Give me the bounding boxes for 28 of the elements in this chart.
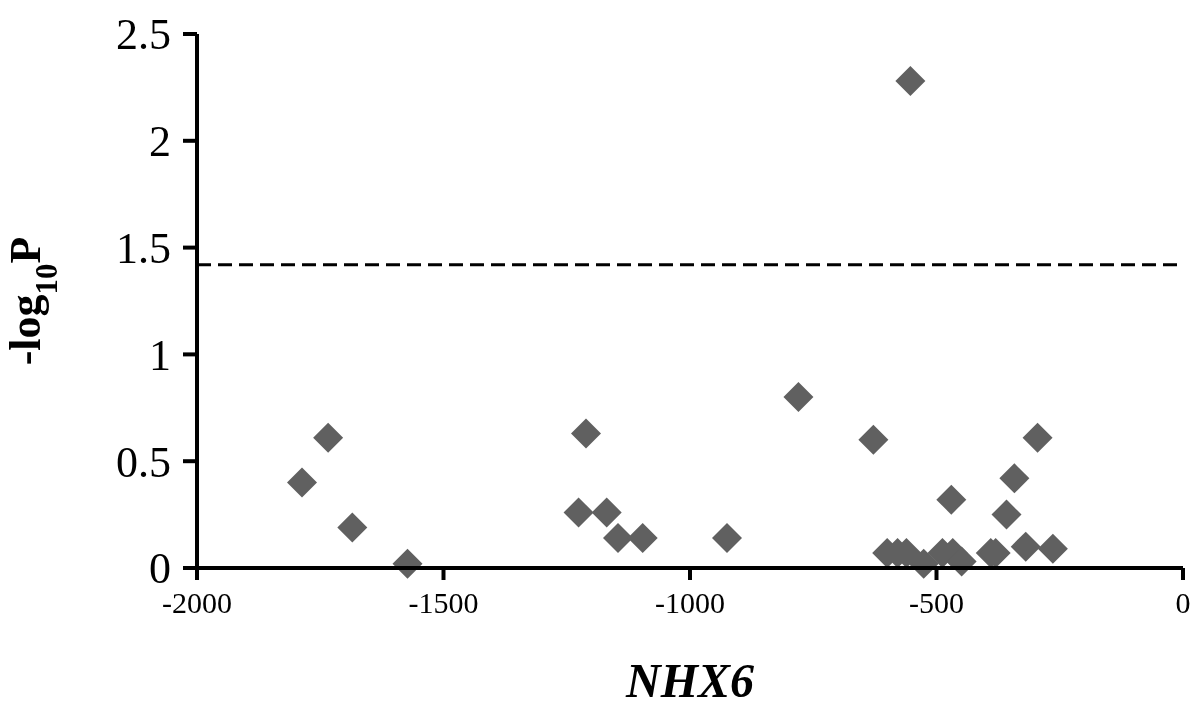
x-axis-title: NHX6 [624,654,755,707]
point [563,497,594,528]
y-tick-label: 1.5 [116,224,171,273]
point [858,424,889,455]
point [1022,422,1053,453]
point [936,484,967,515]
point [627,523,658,554]
point [287,467,318,498]
y-tick-label: 2 [149,117,171,167]
y-tick-label: 2.5 [116,10,171,60]
y-tick-label: 1 [149,330,171,380]
point [1037,533,1068,564]
point [783,382,814,413]
x-tick-label: 0 [1175,586,1191,619]
point [991,499,1022,530]
x-tick-label: -1500 [408,586,479,619]
point [1010,531,1041,562]
x-tick-label: -1000 [655,586,725,619]
point [999,463,1030,494]
point [895,65,926,96]
point [570,418,601,449]
x-tick-label: -500 [909,586,964,619]
point [591,497,622,528]
point [313,422,344,453]
x-tick-label: -2000 [162,586,232,619]
point [711,523,742,554]
point [337,512,368,543]
y-tick-label: 0.5 [116,437,171,487]
